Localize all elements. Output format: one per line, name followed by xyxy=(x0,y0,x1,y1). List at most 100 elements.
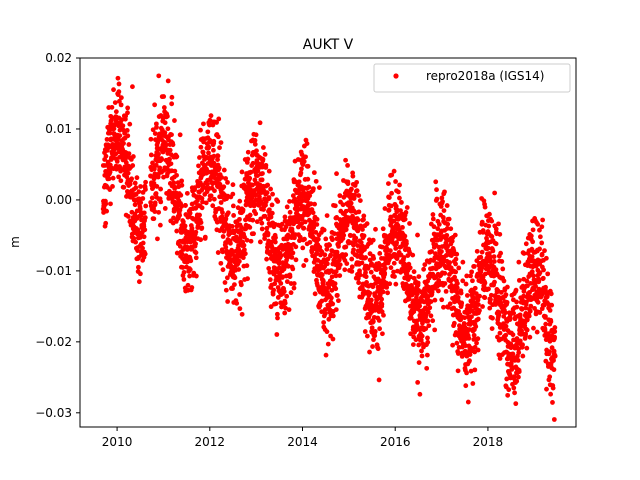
data-point xyxy=(180,265,186,270)
data-point xyxy=(527,334,533,340)
data-point xyxy=(492,279,497,285)
data-point xyxy=(436,222,442,227)
data-point xyxy=(284,279,290,285)
data-point xyxy=(537,270,543,276)
data-point xyxy=(515,358,521,363)
data-point xyxy=(284,293,290,299)
data-point xyxy=(547,307,553,313)
data-point xyxy=(330,336,336,342)
data-point xyxy=(548,391,554,397)
data-point xyxy=(165,78,171,84)
data-point xyxy=(552,325,558,330)
data-point xyxy=(464,293,470,298)
data-point xyxy=(116,174,121,180)
data-point xyxy=(419,348,424,354)
data-point xyxy=(179,182,185,188)
data-point xyxy=(480,228,486,233)
data-point xyxy=(336,298,341,304)
data-point xyxy=(465,399,471,405)
data-point xyxy=(544,386,549,392)
data-point xyxy=(365,265,371,271)
data-point xyxy=(542,327,548,333)
data-point xyxy=(216,165,222,171)
data-point xyxy=(434,196,440,202)
data-point xyxy=(440,215,446,220)
data-point xyxy=(505,284,510,290)
data-point xyxy=(198,237,204,243)
data-point xyxy=(398,208,403,213)
data-point xyxy=(529,254,535,260)
data-point xyxy=(140,245,145,251)
data-point xyxy=(253,211,259,217)
data-point xyxy=(177,207,183,213)
data-point xyxy=(113,109,119,115)
data-point xyxy=(171,215,176,221)
data-point xyxy=(142,251,148,257)
data-point xyxy=(287,274,293,280)
data-point xyxy=(425,318,431,324)
data-point xyxy=(282,300,288,306)
data-point xyxy=(298,170,304,176)
data-point xyxy=(267,277,273,283)
data-point xyxy=(178,192,184,198)
data-point xyxy=(415,379,421,385)
data-point xyxy=(192,185,198,191)
data-point xyxy=(159,157,165,162)
data-point xyxy=(326,316,332,322)
data-point xyxy=(239,169,245,175)
data-point xyxy=(406,296,412,302)
data-point xyxy=(301,225,307,231)
data-point xyxy=(408,315,414,321)
data-point xyxy=(543,321,549,327)
data-point xyxy=(367,290,373,296)
data-point xyxy=(488,297,493,302)
data-point xyxy=(531,325,536,331)
data-point xyxy=(458,290,464,296)
data-point xyxy=(195,198,200,204)
data-point xyxy=(162,130,168,136)
data-point xyxy=(381,312,386,318)
data-point xyxy=(370,344,375,349)
data-point xyxy=(263,162,269,168)
data-point xyxy=(252,177,258,183)
data-point xyxy=(125,105,131,111)
data-point xyxy=(499,259,505,264)
data-point xyxy=(533,283,538,289)
data-point xyxy=(152,131,158,137)
data-point xyxy=(510,332,516,338)
data-point xyxy=(550,400,555,405)
y-axis-label: m xyxy=(8,236,22,248)
data-point xyxy=(431,224,437,230)
data-point xyxy=(152,200,158,206)
data-point xyxy=(524,317,530,323)
data-point xyxy=(497,231,503,237)
data-point xyxy=(460,259,466,265)
data-point xyxy=(474,248,480,254)
data-point xyxy=(371,256,377,261)
data-point xyxy=(492,190,498,196)
data-point xyxy=(452,274,458,280)
data-point xyxy=(193,273,199,279)
data-point xyxy=(177,212,183,218)
data-point xyxy=(155,236,160,242)
data-point xyxy=(187,267,193,272)
data-point xyxy=(493,226,499,232)
data-point xyxy=(140,196,146,201)
data-point xyxy=(393,179,398,184)
data-point xyxy=(486,286,491,292)
data-point xyxy=(439,249,444,254)
data-point xyxy=(330,301,336,307)
data-point xyxy=(455,351,461,356)
data-point xyxy=(504,300,510,305)
data-point xyxy=(196,163,201,169)
data-point xyxy=(543,284,548,290)
data-point xyxy=(136,189,142,195)
data-point xyxy=(172,168,178,174)
data-point xyxy=(259,226,265,232)
data-point xyxy=(447,301,453,307)
data-point xyxy=(199,205,205,211)
data-point xyxy=(388,265,394,271)
data-point xyxy=(125,170,131,176)
data-point xyxy=(368,269,374,275)
data-point xyxy=(372,333,378,339)
